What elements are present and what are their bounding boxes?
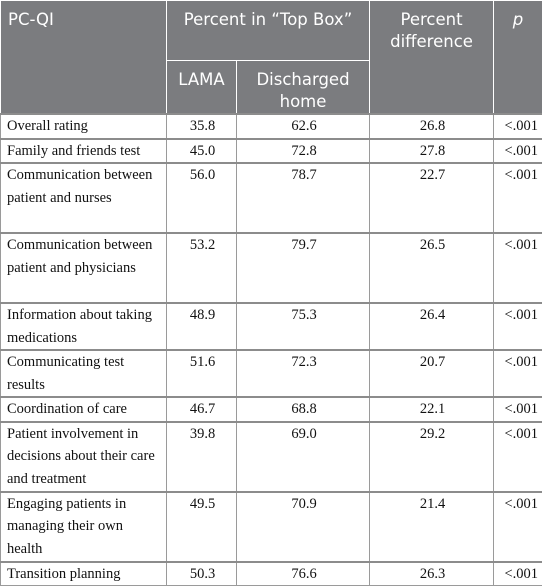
home-value: 68.8 (237, 397, 370, 422)
lama-value: 39.8 (167, 422, 237, 492)
table-row: Overall rating 35.8 62.6 26.8 <.001 (1, 114, 542, 139)
table-row: Engaging patients in managing their own … (1, 492, 542, 562)
table-row: Coordination of care 46.7 68.8 22.1 <.00… (1, 397, 542, 422)
diff-value: 29.2 (370, 422, 494, 492)
lama-value: 35.8 (167, 114, 237, 139)
home-value: 69.0 (237, 422, 370, 492)
p-value: <.001 (494, 422, 542, 492)
p-value: <.001 (494, 139, 542, 164)
row-label: Engaging patients in managing their own … (1, 492, 167, 562)
p-value: <.001 (494, 562, 542, 586)
diff-value: 26.8 (370, 114, 494, 139)
lama-value: 56.0 (167, 163, 237, 233)
table-row: Patient involvement in decisions about t… (1, 422, 542, 492)
header-percent-top-box: Percent in “Top Box” (167, 1, 370, 61)
home-value: 78.7 (237, 163, 370, 233)
home-value: 79.7 (237, 233, 370, 303)
header-discharged-home: Discharged home (237, 61, 370, 115)
home-value: 76.6 (237, 562, 370, 586)
table-row: Transition planning 50.3 76.6 26.3 <.001 (1, 562, 542, 586)
row-label: Coordination of care (1, 397, 167, 422)
diff-value: 22.7 (370, 163, 494, 233)
p-value: <.001 (494, 114, 542, 139)
p-value: <.001 (494, 233, 542, 303)
row-label: Overall rating (1, 114, 167, 139)
home-value: 72.3 (237, 350, 370, 397)
p-value: <.001 (494, 492, 542, 562)
lama-value: 45.0 (167, 139, 237, 164)
lama-value: 49.5 (167, 492, 237, 562)
p-value: <.001 (494, 350, 542, 397)
row-label: Communication between patient and nurses (1, 163, 167, 233)
diff-value: 21.4 (370, 492, 494, 562)
home-value: 62.6 (237, 114, 370, 139)
diff-value: 22.1 (370, 397, 494, 422)
lama-value: 46.7 (167, 397, 237, 422)
lama-value: 48.9 (167, 303, 237, 350)
lama-value: 51.6 (167, 350, 237, 397)
diff-value: 26.5 (370, 233, 494, 303)
lama-value: 50.3 (167, 562, 237, 586)
home-value: 75.3 (237, 303, 370, 350)
p-value: <.001 (494, 397, 542, 422)
header-indicator: PC-QI (1, 1, 167, 115)
table-body: Overall rating 35.8 62.6 26.8 <.001 Fami… (1, 114, 542, 586)
row-label: Family and friends test (1, 139, 167, 164)
row-label: Communicating test results (1, 350, 167, 397)
table-row: Information about taking medications 48.… (1, 303, 542, 350)
diff-value: 26.3 (370, 562, 494, 586)
home-value: 72.8 (237, 139, 370, 164)
table-header: PC-QI Percent in “Top Box” Percent diffe… (1, 1, 542, 115)
p-value: <.001 (494, 303, 542, 350)
diff-value: 26.4 (370, 303, 494, 350)
table-row: Communication between patient and physic… (1, 233, 542, 303)
table-row: Communication between patient and nurses… (1, 163, 542, 233)
header-percent-difference: Percent difference (370, 1, 494, 115)
diff-value: 20.7 (370, 350, 494, 397)
table-row: Communicating test results 51.6 72.3 20.… (1, 350, 542, 397)
home-value: 70.9 (237, 492, 370, 562)
header-lama: LAMA (167, 61, 237, 115)
row-label: Transition planning (1, 562, 167, 586)
p-value: <.001 (494, 163, 542, 233)
row-label: Information about taking medications (1, 303, 167, 350)
diff-value: 27.8 (370, 139, 494, 164)
header-p-value: p (494, 1, 542, 115)
table-row: Family and friends test 45.0 72.8 27.8 <… (1, 139, 542, 164)
row-label: Patient involvement in decisions about t… (1, 422, 167, 492)
lama-value: 53.2 (167, 233, 237, 303)
row-label: Communication between patient and physic… (1, 233, 167, 303)
